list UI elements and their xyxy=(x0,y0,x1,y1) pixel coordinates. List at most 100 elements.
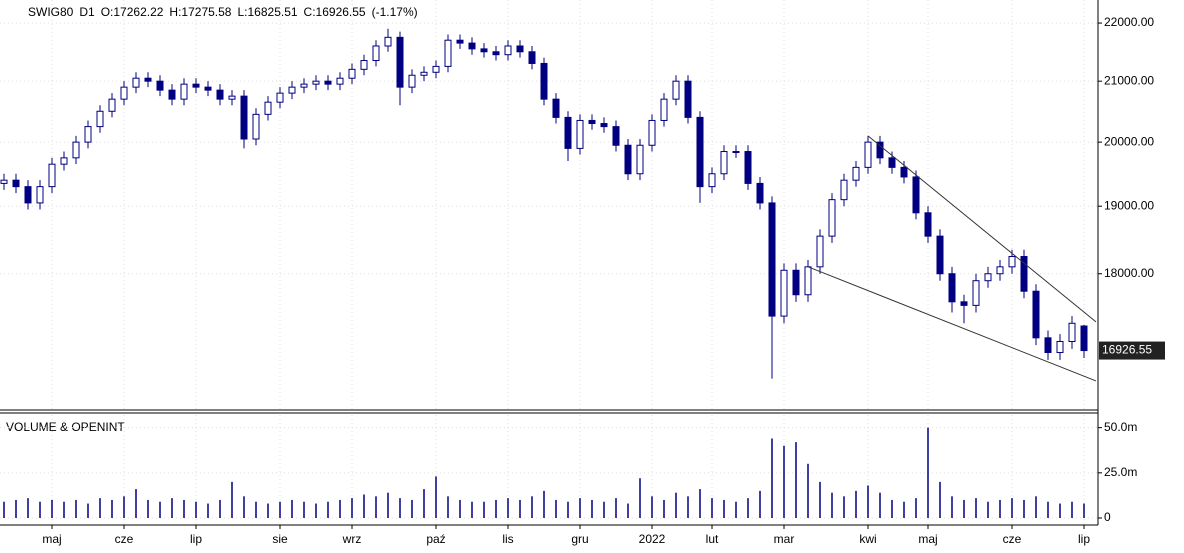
candle-body xyxy=(84,126,92,143)
candle-body xyxy=(468,42,476,50)
candle-body xyxy=(588,119,596,125)
candle-body xyxy=(804,266,812,296)
candle-body xyxy=(600,123,608,128)
candle-body xyxy=(516,45,524,53)
y-tick-label: 0 xyxy=(1104,510,1111,524)
candle-body xyxy=(996,266,1004,275)
candle-body xyxy=(756,182,764,204)
header-item: SWIG80 xyxy=(28,5,74,19)
candle-body xyxy=(456,39,464,44)
candle-body xyxy=(72,141,80,159)
candle-body xyxy=(672,80,680,100)
last-price-label: 16926.55 xyxy=(1102,343,1152,357)
candle-body xyxy=(324,80,332,85)
candle-body xyxy=(108,98,116,112)
candle-body xyxy=(792,269,800,296)
candle-body xyxy=(1056,340,1064,354)
y-tick-label: 18000.00 xyxy=(1104,266,1154,280)
candle-body xyxy=(12,179,20,188)
candle-body xyxy=(180,83,188,100)
candle-body xyxy=(900,166,908,178)
candle-body xyxy=(120,86,128,100)
candle-body xyxy=(360,60,368,70)
candle-body xyxy=(648,119,656,146)
candle-body xyxy=(132,77,140,88)
candle-body xyxy=(552,98,560,118)
candle-body xyxy=(396,36,404,88)
candle-body xyxy=(372,45,380,62)
candle-body xyxy=(48,163,56,188)
candle-body xyxy=(972,280,980,306)
candle-body xyxy=(144,77,152,82)
candle-body xyxy=(156,80,164,91)
header-item: (-1.17%) xyxy=(371,5,418,19)
candle-body xyxy=(876,141,884,159)
candle-body xyxy=(60,157,68,165)
candle-body xyxy=(432,65,440,73)
y-tick-label: 22000.00 xyxy=(1104,15,1154,29)
candle-body xyxy=(252,113,260,140)
x-tick-label: cze xyxy=(1003,532,1022,546)
x-tick-label: lis xyxy=(502,532,513,546)
x-tick-label: paź xyxy=(426,532,445,546)
candle-body xyxy=(228,95,236,100)
x-tick-label: cze xyxy=(115,532,134,546)
candle-body xyxy=(612,126,620,146)
candle-body xyxy=(840,179,848,201)
candle-body xyxy=(276,92,284,103)
candle-body xyxy=(1008,256,1016,268)
x-tick-label: sie xyxy=(272,532,288,546)
candle-body xyxy=(864,141,872,168)
candle-body xyxy=(312,80,320,85)
candle-body xyxy=(912,176,920,214)
candle-body xyxy=(288,86,296,94)
y-tick-label: 20000.00 xyxy=(1104,134,1154,148)
last-price-box xyxy=(1099,341,1165,360)
x-tick-label: 2022 xyxy=(639,532,666,546)
candle-body xyxy=(624,144,632,175)
candle-body xyxy=(828,199,836,237)
candle-body xyxy=(336,77,344,85)
candle-body xyxy=(444,39,452,67)
x-tick-label: lut xyxy=(706,532,719,546)
candle-body xyxy=(504,45,512,56)
x-tick-label: lip xyxy=(1078,532,1090,546)
candle-body xyxy=(36,186,44,204)
candle-body xyxy=(1068,322,1076,342)
candle-body xyxy=(576,119,584,149)
candle-body xyxy=(480,48,488,53)
candle-body xyxy=(960,301,968,306)
candle-body xyxy=(1044,337,1052,354)
candle-body xyxy=(1020,256,1028,292)
candle-body xyxy=(780,269,788,317)
candle-body xyxy=(540,62,548,100)
candle-body xyxy=(408,74,416,88)
candle-body xyxy=(936,235,944,275)
candle-body xyxy=(300,83,308,88)
candle-body xyxy=(744,151,752,184)
candle-body xyxy=(492,51,500,56)
candle-body xyxy=(528,51,536,64)
x-tick-label: wrz xyxy=(342,532,362,546)
x-tick-label: kwi xyxy=(859,532,876,546)
candle-body xyxy=(348,68,356,79)
candle-body xyxy=(192,83,200,88)
header: SWIG80 D1 O:17262.22 H:17275.58 L:16825.51 C:… xyxy=(28,5,418,19)
candle-body xyxy=(852,166,860,181)
candle-body xyxy=(24,186,32,204)
header-item: D1 xyxy=(79,5,95,19)
candle-body xyxy=(240,95,248,140)
y-tick-label: 21000.00 xyxy=(1104,73,1154,87)
x-tick-label: maj xyxy=(918,532,937,546)
candle-body xyxy=(924,212,932,237)
y-tick-label: 19000.00 xyxy=(1104,198,1154,212)
x-tick-label: lip xyxy=(190,532,202,546)
candle-body xyxy=(264,101,272,115)
y-tick-label: 50.0m xyxy=(1104,420,1137,434)
candle-body xyxy=(948,273,956,303)
candle-body xyxy=(768,202,776,317)
trend-line xyxy=(807,266,1097,382)
candle-body xyxy=(660,98,668,121)
